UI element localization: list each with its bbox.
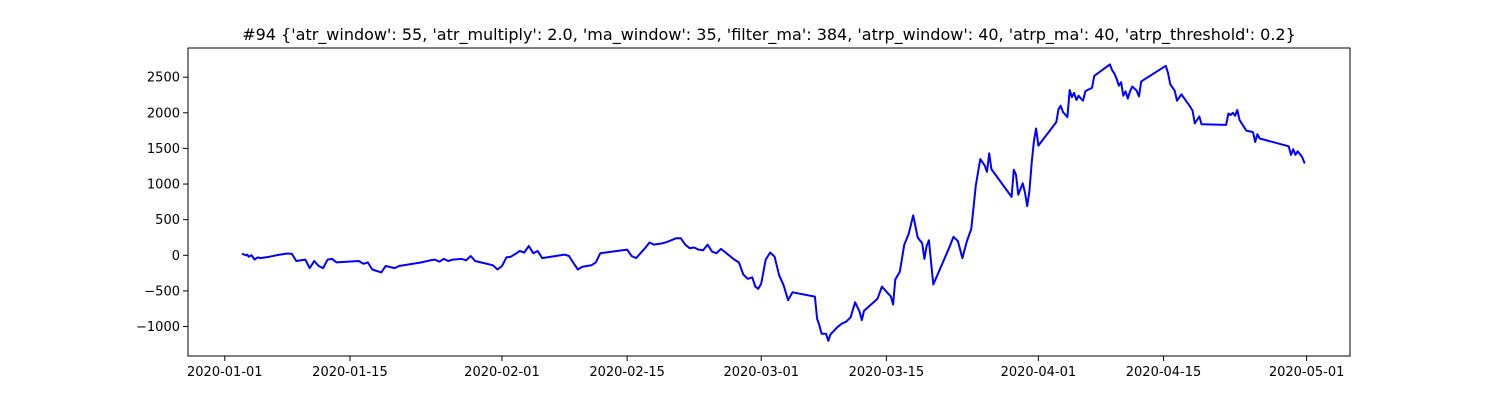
- y-tick-label: 500: [155, 213, 180, 228]
- x-tick-label: 2020-05-01: [1269, 365, 1345, 380]
- series-layer: [241, 63, 1306, 342]
- x-tick-label: 2020-04-15: [1126, 365, 1202, 380]
- y-tick-label: −500: [144, 284, 180, 299]
- series-line-1: [241, 63, 1306, 342]
- x-tick-label: 2020-03-01: [723, 365, 799, 380]
- plot-frame: [187, 47, 1351, 357]
- chart-title: #94 {'atr_window': 55, 'atr_multiply': 2…: [242, 25, 1296, 45]
- x-tick-label: 2020-02-01: [464, 365, 540, 380]
- x-tick-label: 2020-04-01: [1001, 365, 1077, 380]
- y-tick-label: 2000: [147, 106, 180, 121]
- y-tick-label: −1000: [136, 320, 180, 335]
- x-tick-label: 2020-01-15: [312, 365, 388, 380]
- y-tick-label: 1500: [147, 142, 180, 157]
- x-tick-label: 2020-03-15: [849, 365, 925, 380]
- x-tick-label: 2020-01-01: [187, 365, 263, 380]
- y-tick-label: 2500: [147, 71, 180, 86]
- y-axis: −1000 −500 0 500 1000 1500 2000 2500: [136, 71, 188, 335]
- x-tick-label: 2020-02-15: [589, 365, 665, 380]
- y-tick-label: 0: [172, 249, 180, 264]
- y-tick-label: 1000: [147, 178, 180, 193]
- x-axis: 2020-01-01 2020-01-15 2020-02-01 2020-02-15…: [187, 356, 1344, 380]
